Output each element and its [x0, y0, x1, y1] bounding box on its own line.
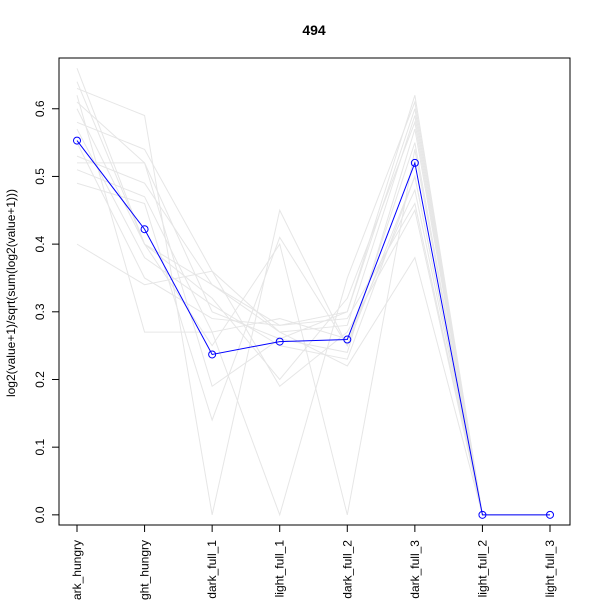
background-series-line: [76, 81, 550, 516]
background-series-group: [76, 67, 550, 517]
x-tick-label: dark_hungry: [70, 540, 84, 600]
y-tick-label: 0.6: [33, 100, 47, 117]
background-series-line: [76, 243, 550, 516]
y-tick-label: 0.4: [33, 235, 47, 252]
x-tick-label: light_full_3: [543, 540, 557, 598]
background-series-line: [76, 87, 550, 516]
x-tick-label: dark_full_2: [340, 540, 354, 599]
y-tick-label: 0.1: [33, 439, 47, 456]
y-tick-label: 0.5: [33, 168, 47, 185]
x-tick-label: dark_full_1: [205, 540, 219, 599]
background-series-line: [76, 169, 550, 516]
y-tick-label: 0.2: [33, 371, 47, 388]
data-point: [275, 337, 284, 346]
plot-frame: [58, 57, 571, 526]
highlight-series-group: [73, 136, 554, 519]
data-point: [546, 510, 554, 519]
data-point: [478, 510, 487, 519]
data-point: [343, 335, 352, 344]
y-tick-label: 0.3: [33, 303, 47, 320]
data-point: [410, 158, 419, 167]
chart-title: 494: [302, 22, 326, 38]
x-tick-label: light_full_2: [475, 540, 489, 598]
data-point: [208, 350, 217, 359]
data-point: [73, 136, 81, 145]
background-series-line: [76, 95, 550, 517]
background-series-line: [76, 101, 550, 516]
y-tick-label: 0.0: [33, 506, 47, 523]
x-tick-label: light_hungry: [138, 540, 152, 600]
y-axis: 0.0 0.1 0.2 0.3 0.4 0.5 0.6: [33, 100, 60, 523]
x-tick-label: light_full_1: [273, 540, 287, 598]
x-tick-label: dark_full_3: [408, 540, 422, 599]
data-point: [140, 225, 149, 234]
y-axis-label: log2(value+1)/sqrt(sum(log2(value+1))): [4, 189, 18, 397]
highlight-series-line: [76, 140, 550, 516]
x-axis: dark_hungry light_hungry dark_full_1 light_…: [70, 524, 557, 600]
